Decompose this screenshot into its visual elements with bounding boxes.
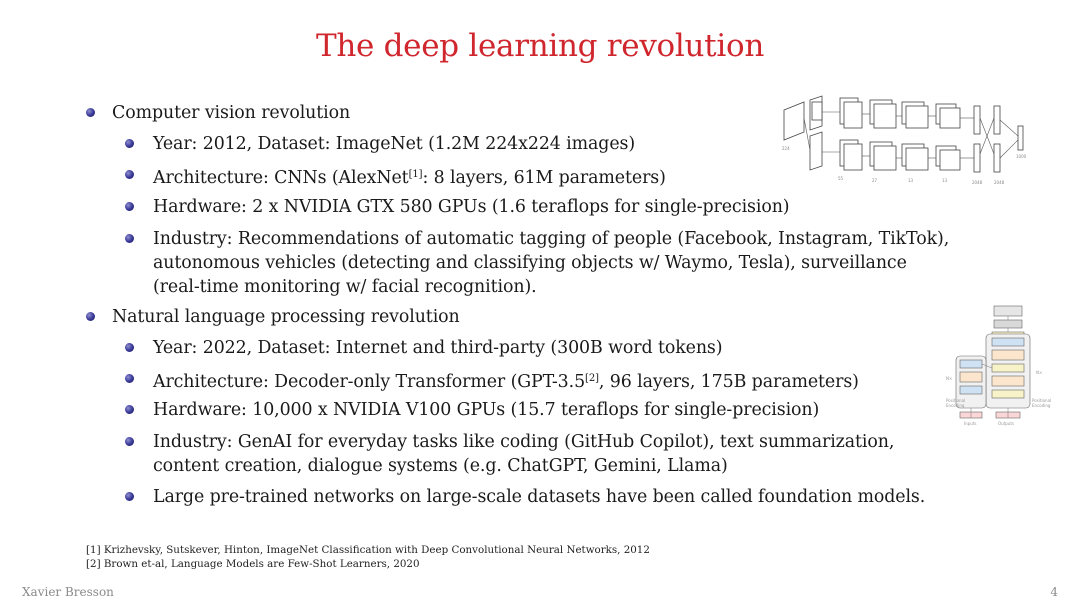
bullet-icon bbox=[125, 437, 134, 446]
list-item: Industry: Recommendations of automatic t… bbox=[125, 227, 949, 299]
svg-text:Encoding: Encoding bbox=[946, 403, 965, 408]
bullet-icon bbox=[125, 202, 134, 211]
svg-text:27: 27 bbox=[872, 178, 878, 183]
bullet-icon bbox=[125, 343, 134, 352]
bullet-icon bbox=[125, 405, 134, 414]
bullet-icon bbox=[125, 492, 134, 501]
citation-2: [2] bbox=[585, 373, 599, 384]
svg-text:224: 224 bbox=[782, 146, 790, 151]
list-item: Architecture: CNNs (AlexNet[1]: 8 layers… bbox=[125, 163, 666, 190]
svg-text:Inputs: Inputs bbox=[964, 421, 976, 426]
svg-text:55: 55 bbox=[838, 176, 844, 181]
references: [1] Krizhevsky, Sutskever, Hinton, Image… bbox=[86, 543, 650, 571]
reference-1: [1] Krizhevsky, Sutskever, Hinton, Image… bbox=[86, 544, 650, 556]
section-heading-computer-vision: Computer vision revolution bbox=[86, 101, 350, 125]
slide-title: The deep learning revolution bbox=[315, 28, 764, 64]
page-number: 4 bbox=[1050, 585, 1058, 599]
list-item: Hardware: 10,000 x NVIDIA V100 GPUs (15.… bbox=[125, 398, 819, 422]
bullet-icon bbox=[125, 374, 134, 383]
list-item: Hardware: 2 x NVIDIA GTX 580 GPUs (1.6 t… bbox=[125, 195, 790, 219]
bullet-icon bbox=[125, 139, 134, 148]
svg-text:13: 13 bbox=[942, 178, 948, 183]
reference-2: [2] Brown et-al, Language Models are Few… bbox=[86, 558, 420, 570]
list-item: Year: 2012, Dataset: ImageNet (1.2M 224x… bbox=[125, 132, 635, 156]
svg-text:1000: 1000 bbox=[1016, 154, 1027, 159]
svg-text:2048: 2048 bbox=[994, 180, 1005, 185]
list-item: Large pre-trained networks on large-scal… bbox=[125, 485, 925, 509]
bullet-icon bbox=[86, 108, 95, 117]
svg-text:N×: N× bbox=[1036, 370, 1042, 375]
svg-text:13: 13 bbox=[908, 178, 914, 183]
list-item: Industry: GenAI for everyday tasks like … bbox=[125, 430, 894, 478]
svg-text:Outputs: Outputs bbox=[998, 421, 1014, 426]
svg-text:Positional: Positional bbox=[946, 398, 965, 403]
bullet-icon bbox=[125, 234, 134, 243]
svg-text:Positional: Positional bbox=[1032, 398, 1051, 403]
list-item: Year: 2022, Dataset: Internet and third-… bbox=[125, 336, 723, 360]
svg-text:Encoding: Encoding bbox=[1032, 403, 1051, 408]
footer-author: Xavier Bresson bbox=[22, 585, 114, 599]
bullet-icon bbox=[125, 170, 134, 179]
list-item: Architecture: Decoder-only Transformer (… bbox=[125, 367, 859, 394]
svg-text:2048: 2048 bbox=[972, 180, 983, 185]
citation-1: [1] bbox=[408, 169, 423, 180]
alexnet-architecture-diagram: 224 55 27 13 13 2048 2048 1000 bbox=[782, 95, 1027, 185]
section-heading-nlp: Natural language processing revolution bbox=[86, 305, 460, 329]
bullet-icon bbox=[86, 312, 95, 321]
svg-text:N×: N× bbox=[946, 376, 952, 381]
